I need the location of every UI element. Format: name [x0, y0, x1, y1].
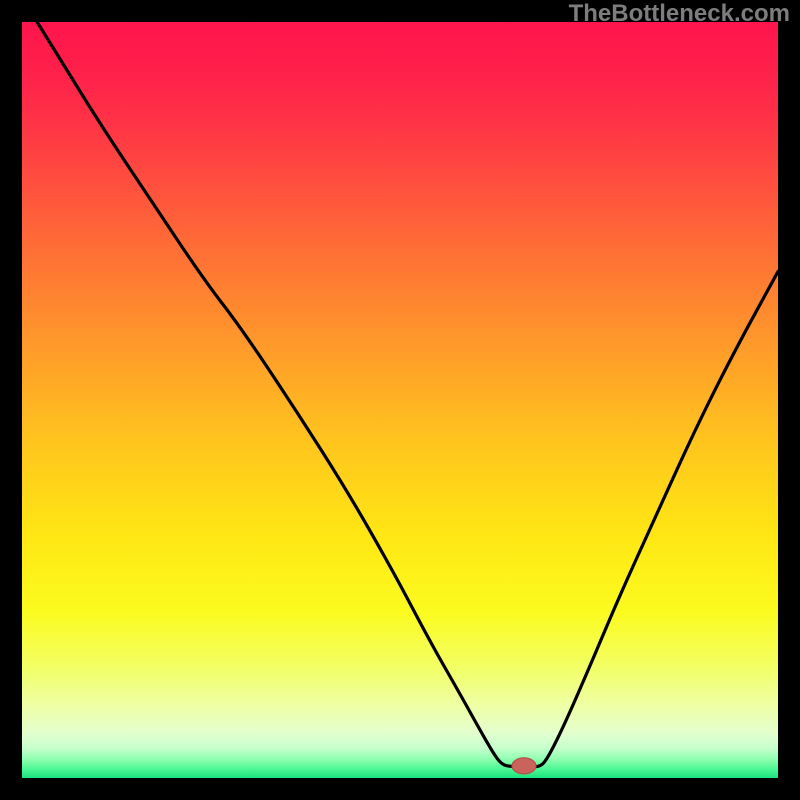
plot-svg: [22, 22, 778, 778]
plot-area: [22, 22, 778, 778]
optimal-marker: [512, 758, 536, 774]
chart-frame: TheBottleneck.com: [0, 0, 800, 800]
watermark-text: TheBottleneck.com: [569, 0, 790, 28]
plot-background: [22, 22, 778, 778]
